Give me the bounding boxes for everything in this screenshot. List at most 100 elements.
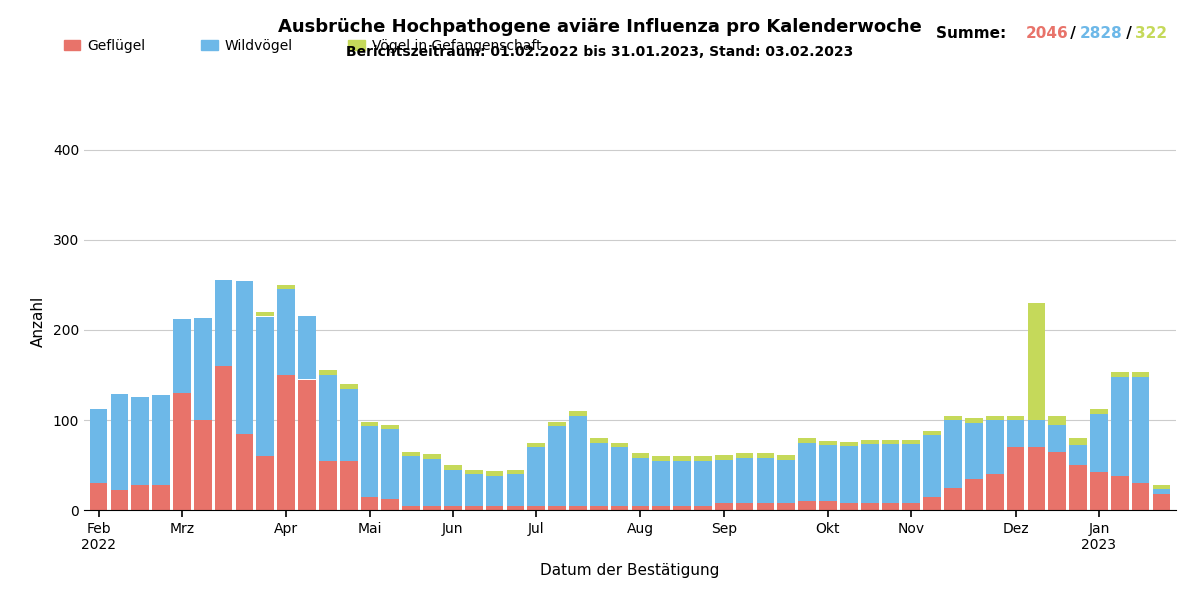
Bar (1152, 489, 1170, 494)
Bar (319, 370, 337, 375)
Bar (548, 422, 566, 426)
Bar (361, 496, 378, 510)
Bar (923, 436, 941, 496)
Bar (277, 375, 295, 510)
Bar (631, 505, 649, 510)
Bar (840, 446, 858, 503)
Bar (820, 445, 836, 501)
Bar (132, 397, 149, 485)
Bar (736, 454, 754, 458)
Bar (569, 415, 587, 505)
Bar (715, 460, 733, 503)
Bar (90, 483, 108, 510)
Bar (110, 394, 128, 490)
Bar (694, 456, 712, 461)
Bar (1090, 414, 1108, 472)
Text: Summe:: Summe: (936, 26, 1012, 41)
Bar (757, 454, 774, 458)
Bar (798, 501, 816, 510)
Bar (860, 503, 878, 510)
Bar (548, 426, 566, 505)
Bar (173, 393, 191, 510)
Bar (424, 454, 440, 458)
Bar (860, 440, 878, 444)
Bar (965, 479, 983, 510)
Bar (402, 505, 420, 510)
Bar (235, 280, 253, 433)
Bar (298, 379, 316, 510)
Bar (611, 447, 629, 505)
Bar (1007, 447, 1025, 510)
Bar (464, 469, 482, 474)
Bar (1027, 420, 1045, 447)
Bar (340, 461, 358, 510)
Text: 2828: 2828 (1080, 26, 1123, 41)
Bar (277, 285, 295, 289)
Bar (902, 503, 920, 510)
Bar (424, 458, 440, 505)
Text: 2046: 2046 (1025, 26, 1068, 41)
Bar (464, 474, 482, 505)
Bar (653, 461, 670, 505)
Bar (486, 505, 503, 510)
Bar (382, 424, 400, 429)
Bar (882, 503, 899, 510)
Text: Berichtszeitraum: 01.02.2022 bis 31.01.2023, Stand: 03.02.2023: Berichtszeitraum: 01.02.2022 bis 31.01.2… (347, 45, 853, 59)
Bar (361, 422, 378, 426)
Text: /: / (1064, 26, 1081, 41)
Bar (1069, 438, 1087, 445)
Bar (820, 501, 836, 510)
Bar (548, 505, 566, 510)
Bar (1090, 409, 1108, 414)
Bar (173, 319, 191, 393)
Bar (152, 395, 170, 485)
Text: 322: 322 (1134, 26, 1166, 41)
Bar (444, 469, 462, 505)
Bar (653, 505, 670, 510)
Bar (1132, 483, 1150, 510)
Bar (361, 426, 378, 496)
Bar (923, 496, 941, 510)
Text: Ausbrüche Hochpathogene aviäre Influenza pro Kalenderwoche: Ausbrüche Hochpathogene aviäre Influenza… (278, 18, 922, 36)
Bar (1152, 485, 1170, 489)
Bar (382, 499, 400, 510)
Bar (1111, 377, 1128, 476)
Bar (402, 451, 420, 456)
Bar (1111, 476, 1128, 510)
Bar (923, 431, 941, 435)
Bar (1027, 303, 1045, 420)
Bar (340, 384, 358, 389)
Bar (944, 420, 962, 487)
Bar (1049, 415, 1066, 424)
Bar (194, 420, 211, 510)
Bar (820, 440, 836, 445)
Bar (882, 444, 899, 503)
Bar (194, 318, 211, 420)
Bar (444, 505, 462, 510)
Bar (1132, 377, 1150, 483)
Bar (611, 505, 629, 510)
Bar (444, 465, 462, 469)
Bar (694, 461, 712, 505)
Bar (506, 505, 524, 510)
Bar (464, 505, 482, 510)
Bar (986, 415, 1003, 420)
Bar (527, 447, 545, 505)
Bar (715, 503, 733, 510)
Bar (965, 422, 983, 479)
Bar (486, 476, 503, 505)
Bar (631, 458, 649, 505)
Bar (1069, 445, 1087, 465)
Y-axis label: Anzahl: Anzahl (31, 295, 46, 347)
Bar (840, 442, 858, 446)
Bar (277, 289, 295, 375)
Bar (1132, 372, 1150, 377)
Bar (590, 438, 607, 442)
Bar (673, 461, 691, 505)
Bar (778, 455, 796, 460)
Bar (986, 474, 1003, 510)
Bar (757, 458, 774, 503)
Bar (298, 316, 316, 379)
Bar (736, 458, 754, 503)
Bar (382, 429, 400, 499)
